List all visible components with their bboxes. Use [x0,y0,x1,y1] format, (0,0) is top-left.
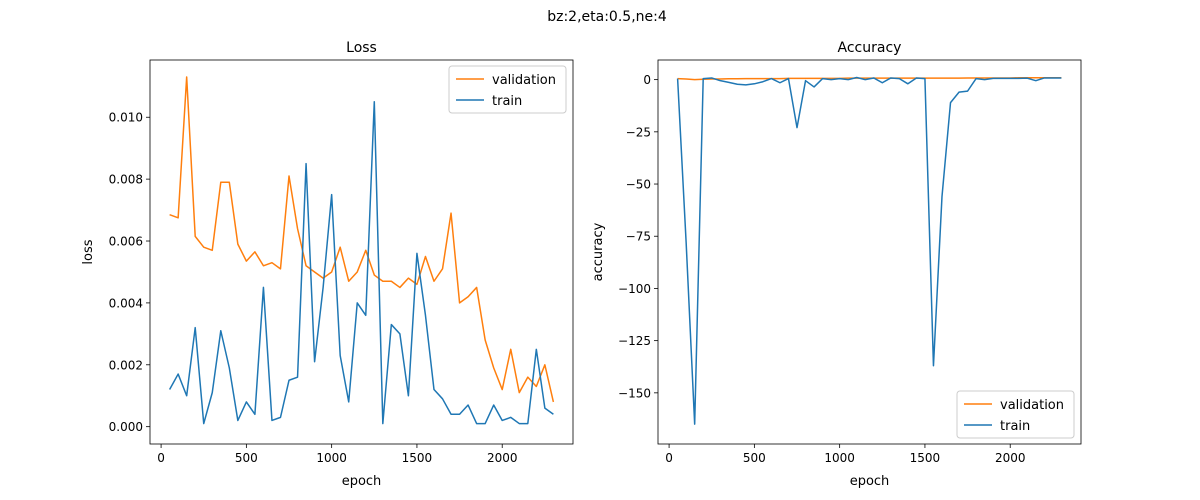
loss-chart: Loss 0 500 1000 1500 2000 0.000 0.002 0.004 0.006… [81,40,574,489]
y-tick-label: −100 [618,282,651,296]
y-tick-label: 0.000 [109,420,143,434]
legend-label-train: train [1000,419,1030,434]
y-tick-label: −125 [618,334,651,348]
x-tick-label: 1500 [402,451,433,465]
x-tick-label: 500 [743,451,766,465]
x-axis-label: epoch [850,474,890,489]
legend-label-validation: validation [1000,398,1064,413]
y-tick-label: 0.004 [109,296,143,310]
series-line-train [168,101,554,425]
x-tick-label: 1000 [824,451,855,465]
x-tick-label: 2000 [487,451,518,465]
y-tick-label: −25 [626,125,651,139]
x-tick-label: 0 [665,451,673,465]
y-tick-label: 0.002 [109,358,143,372]
accuracy-chart: Accuracy 0 500 1000 1500 2000 0 −25 −50 −75 −100 −1… [591,40,1082,489]
y-tick-label: 0.008 [109,173,143,187]
chart-title: Accuracy [838,40,902,56]
y-tick-label: 0 [643,73,651,87]
y-tick-label: −50 [626,178,651,192]
legend-box [448,65,567,114]
legend-label-validation: validation [492,73,556,88]
series-line-validation [169,76,555,403]
x-tick-label: 0 [157,451,165,465]
y-tick-label: −150 [618,386,651,400]
y-axis-label: accuracy [591,222,606,281]
x-tick-label: 500 [235,451,258,465]
x-axis-label: epoch [342,474,382,489]
x-tick-label: 1500 [910,451,941,465]
legend: validation train [448,65,567,114]
axes-frame [657,59,1082,445]
axes-frame [149,59,574,445]
y-tick-label: −75 [626,230,651,244]
y-tick-label: 0.006 [109,235,143,249]
legend-box [956,390,1075,439]
chart-title: Loss [346,40,377,56]
x-tick-label: 1000 [316,451,347,465]
y-axis-label: loss [81,239,96,264]
legend-label-train: train [492,94,522,109]
series-line-train [676,76,1062,425]
x-tick-label: 2000 [995,451,1026,465]
figure-suptitle: bz:2,eta:0.5,ne:4 [547,9,667,25]
legend: validation train [956,390,1075,439]
y-tick-label: 0.010 [109,111,143,125]
